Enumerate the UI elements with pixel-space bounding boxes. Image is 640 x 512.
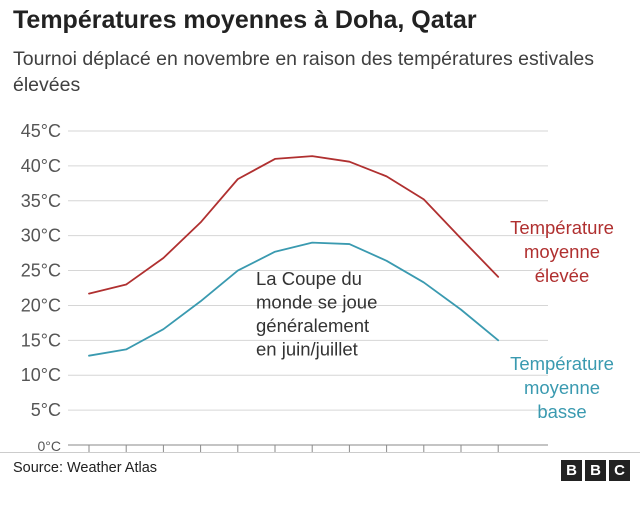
- series-label-line: moyenne: [524, 241, 600, 262]
- annotation-line: La Coupe du: [256, 268, 362, 289]
- y-axis-tick-labels: 0°C 5°C 10°C 15°C 20°C 25°C 30°C 35°C 40°C 45°C: [21, 121, 61, 452]
- y-tick-label: 45°C: [21, 121, 61, 141]
- y-tick-label: 20°C: [21, 295, 61, 315]
- y-tick-label: 40°C: [21, 156, 61, 176]
- footer-divider: [0, 452, 640, 453]
- annotation-line: en juin/juillet: [256, 339, 358, 360]
- bbc-logo: B B C: [561, 460, 630, 481]
- series-line-high: [88, 155, 500, 295]
- series-label-line: moyenne: [524, 377, 600, 398]
- series-label-line: élevée: [535, 265, 590, 286]
- line-chart: 0°C 5°C 10°C 15°C 20°C 25°C 30°C 35°C 40°C 45°C J…: [21, 121, 614, 452]
- x-axis: JFMAMJJASOND: [68, 444, 548, 452]
- y-tick-label: 25°C: [21, 261, 61, 281]
- series-lines: [88, 155, 500, 357]
- chart-title: Températures moyennes à Doha, Qatar: [13, 6, 477, 34]
- annotation-line: généralement: [256, 315, 369, 336]
- annotation-text: La Coupe du monde se joue généralement en j…: [256, 268, 377, 360]
- series-labels: Température moyenne élevée Température moyen…: [510, 217, 614, 422]
- y-tick-label: 35°C: [21, 191, 61, 211]
- gridlines: [68, 130, 548, 411]
- series-label-line: Température: [510, 353, 614, 374]
- annotation: La Coupe du monde se joue généralement en j…: [256, 268, 377, 360]
- series-label-line: basse: [537, 401, 586, 422]
- bbc-logo-letter: C: [609, 460, 630, 481]
- source-note: Source: Weather Atlas: [13, 460, 158, 476]
- y-tick-label: 30°C: [21, 226, 61, 246]
- series-label-line: Température: [510, 217, 614, 238]
- bbc-logo-letter: B: [585, 460, 606, 481]
- y-tick-label: 15°C: [21, 330, 61, 350]
- series-label-low: Température moyenne basse: [510, 353, 614, 422]
- chart-subtitle: Tournoi déplacé en novembre en raison de…: [13, 48, 595, 96]
- bbc-logo-letter: B: [561, 460, 582, 481]
- y-tick-label: 5°C: [31, 400, 61, 420]
- annotation-line: monde se joue: [256, 292, 377, 313]
- series-label-high: Température moyenne élevée: [510, 217, 614, 286]
- y-tick-label: 0°C: [38, 438, 62, 452]
- series-line-low: [88, 241, 500, 357]
- y-tick-label: 10°C: [21, 365, 61, 385]
